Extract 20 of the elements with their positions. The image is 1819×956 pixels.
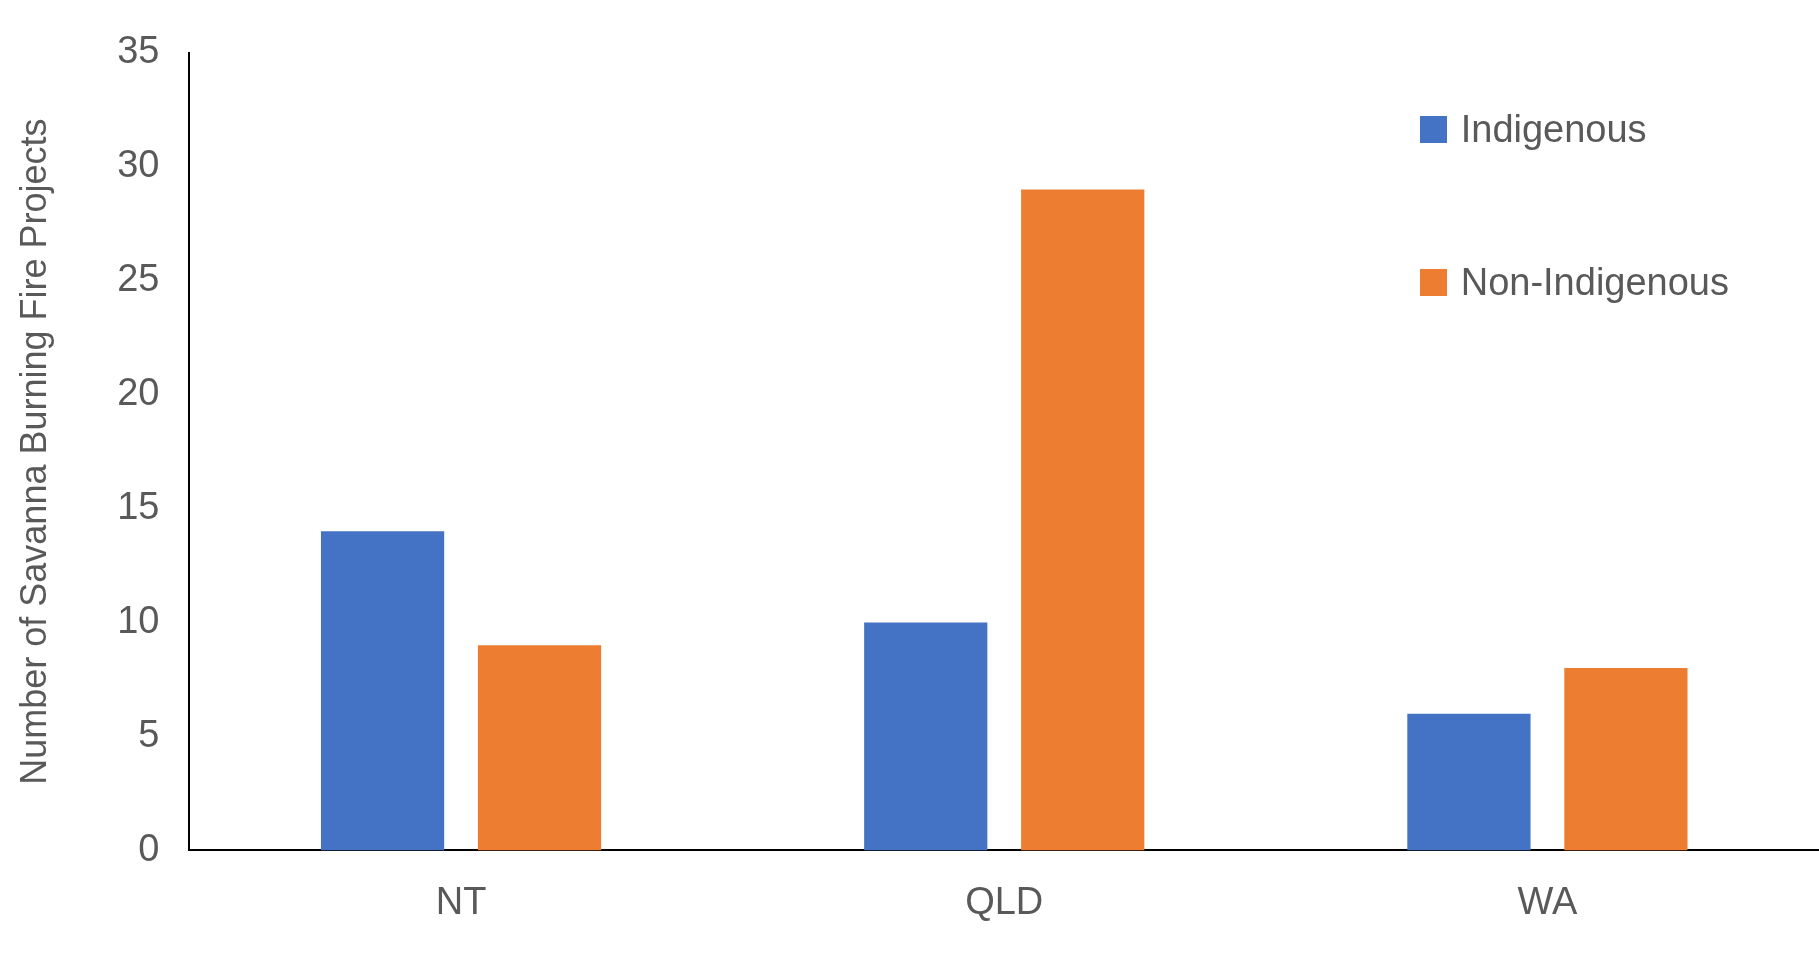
- y-tick-label: 5: [138, 712, 160, 755]
- y-axis-title: Number of Savanna Burning Fire Projects: [12, 118, 54, 785]
- y-tick-label: 10: [117, 599, 160, 641]
- x-tick-label: QLD: [965, 879, 1044, 922]
- bar: [477, 645, 602, 851]
- legend-label: Indigenous: [1460, 107, 1647, 151]
- x-tick-label: NT: [435, 879, 487, 922]
- y-tick-label: 30: [117, 143, 160, 186]
- bar: [864, 622, 988, 851]
- y-tick-label: 35: [117, 29, 160, 72]
- bar: [1564, 668, 1688, 851]
- y-tick-label: 25: [117, 257, 160, 300]
- bar: [1021, 189, 1145, 851]
- legend-label: Non-Indigenous: [1460, 260, 1729, 304]
- y-tick-label: 0: [138, 826, 160, 869]
- bar: [320, 531, 445, 851]
- y-tick-label: 15: [117, 485, 160, 528]
- x-tick-label: WA: [1517, 879, 1578, 922]
- y-tick-label: 20: [117, 371, 160, 414]
- bar: [1407, 713, 1531, 851]
